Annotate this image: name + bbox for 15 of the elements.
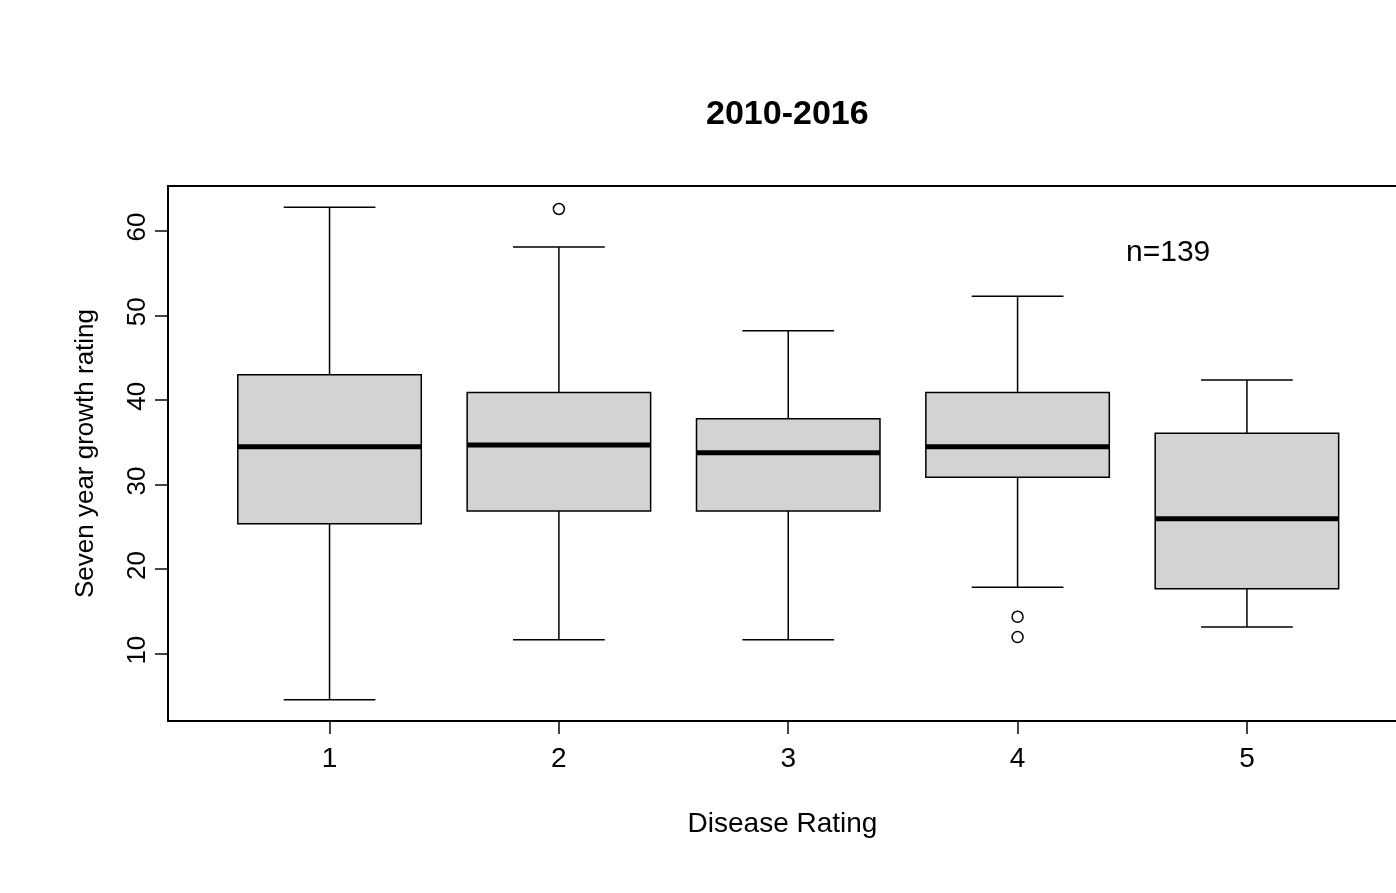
x-tick-label: 5	[1239, 742, 1255, 774]
x-tick-label: 1	[321, 742, 338, 774]
x-tick-label: 3	[780, 742, 797, 774]
y-tick-label: 50	[120, 297, 151, 327]
y-tick-label: 10	[120, 635, 151, 665]
annotation: n=139	[1126, 234, 1211, 267]
x-tick-label: 2	[551, 742, 567, 774]
chart-title: 2010-2016	[706, 92, 869, 131]
y-axis-title: Seven year growth rating	[68, 308, 99, 599]
y-tick-label: 40	[120, 381, 151, 411]
y-tick-label: 30	[120, 466, 151, 496]
y-tick-label: 20	[120, 551, 151, 580]
x-axis-title: Disease Rating	[687, 806, 878, 838]
x-tick-label: 4	[1009, 742, 1026, 774]
y-tick-label: 60	[120, 212, 151, 242]
